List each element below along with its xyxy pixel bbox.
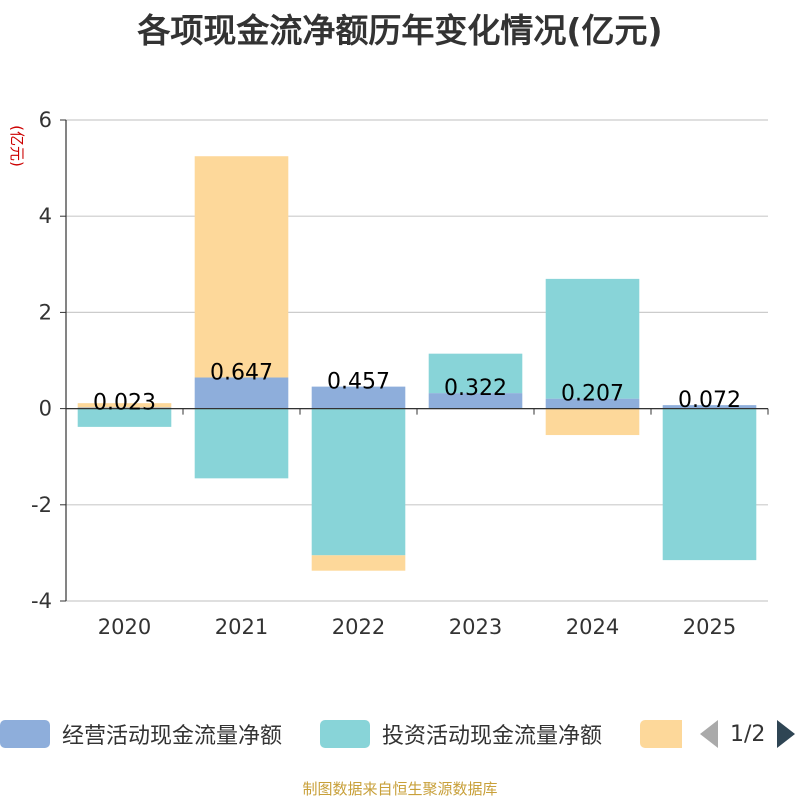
x-tick-label: 2024 [566,615,619,639]
bar-series-2-2024[interactable] [545,408,640,436]
bar-series-1-2020[interactable] [77,408,172,427]
bar-series-0-2024[interactable] [545,398,640,409]
legend-item-investing[interactable]: 投资活动现金流量净额 [320,714,602,754]
data-labels: 0.023 0.647 0.457 0.322 0.207 0.072 [93,360,741,415]
data-label: 0.023 [93,390,156,415]
legend-swatch-operating [0,720,50,748]
bar-series-2-2022[interactable] [311,555,406,571]
legend-pager: 1/2 [700,714,796,754]
y-tick-label: 0 [39,397,52,421]
chart-title: 各项现金流净额历年变化情况(亿元) [137,11,663,50]
legend-next-page-icon[interactable] [777,720,796,748]
bar-series-2-2020[interactable] [77,403,172,408]
x-tick-label: 2021 [215,615,268,639]
bar-series-0-2025[interactable] [662,405,757,409]
x-tick-label: 2025 [683,615,736,639]
legend: 经营活动现金流量净额 投资活动现金流量净额 1/2 [0,714,800,754]
bar-series-0-2023[interactable] [428,393,523,409]
legend-swatch-financing [640,720,682,748]
legend-item-operating[interactable]: 经营活动现金流量净额 [0,714,282,754]
x-tick-label: 2020 [98,615,151,639]
bar-series-1-2021[interactable] [194,408,289,479]
data-label: 0.457 [327,370,390,395]
axes: -4 -2 0 2 4 6 2020 2021 2022 2023 2024 2025 [31,108,769,639]
source-note: 制图数据来自恒生聚源数据库 [302,780,498,798]
bar-series-1-2023[interactable] [428,353,523,394]
bar-series-0-2021[interactable] [194,377,289,409]
data-label: 0.647 [210,360,273,385]
x-tick-label: 2023 [449,615,502,639]
data-label: 0.072 [678,388,741,413]
legend-label-investing: 投资活动现金流量净额 [382,724,603,749]
bar-series-1-2025[interactable] [662,408,757,561]
y-tick-label: 4 [39,204,52,228]
x-tick-label: 2022 [332,615,385,639]
legend-page-indicator: 1/2 [730,721,766,747]
bars [77,156,757,571]
y-tick-label: 2 [39,300,52,324]
y-axis-title: (亿元) [8,125,26,167]
y-tick-label: -2 [31,493,52,517]
legend-label-operating: 经营活动现金流量净额 [62,724,283,749]
legend-item-financing[interactable] [640,714,682,754]
y-tick-label: 6 [39,108,52,132]
y-tick-label: -4 [31,589,52,613]
data-label: 0.322 [444,376,507,401]
data-label: 0.207 [561,382,624,407]
bar-series-2-2021[interactable] [194,156,289,378]
legend-swatch-investing [320,720,370,748]
bar-series-1-2022[interactable] [311,408,406,556]
bar-series-1-2024[interactable] [545,278,640,399]
bar-series-0-2022[interactable] [311,386,406,409]
legend-prev-page-icon[interactable] [700,720,718,748]
